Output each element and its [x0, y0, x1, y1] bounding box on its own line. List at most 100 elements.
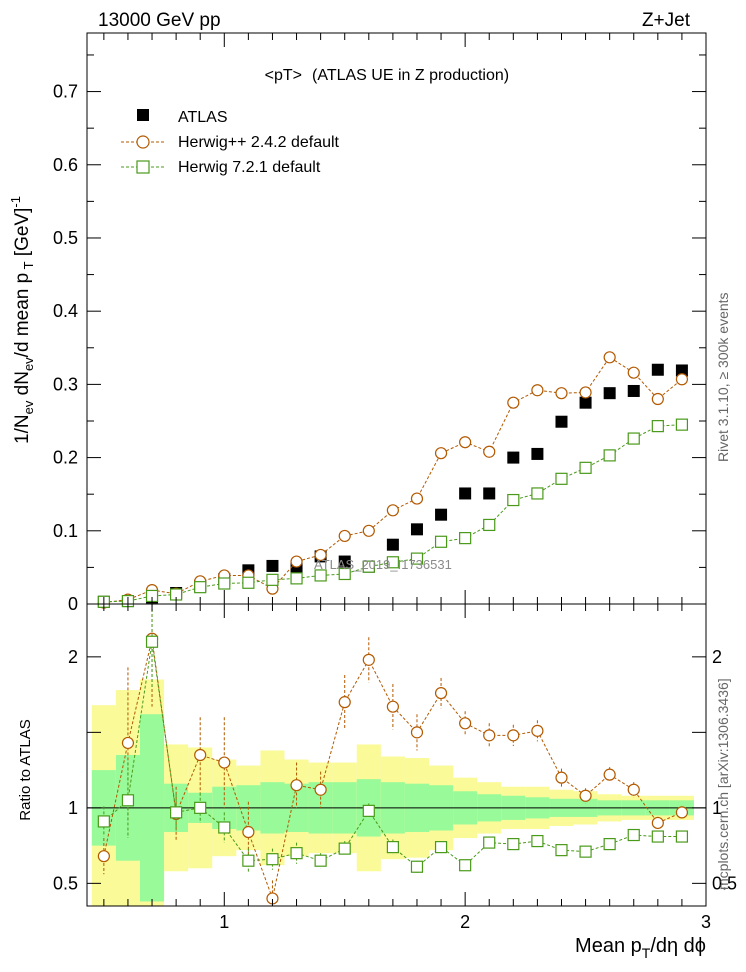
data-point-herwig7	[266, 573, 279, 586]
data-point-herwig7	[290, 572, 303, 585]
ratio-point-herwig7	[170, 806, 183, 819]
ratio-point-herwigpp	[507, 729, 520, 742]
ratio-y-tick-label-right: 0.5	[712, 873, 737, 893]
legend-marker-herwig7	[136, 160, 150, 174]
ratio-point-herwig7	[314, 854, 327, 867]
ratio-point-herwig7	[434, 841, 448, 854]
site-note: mcplots.cern.ch [arXiv:1306.3436]	[715, 678, 731, 890]
ratio-point-herwig7	[266, 853, 279, 866]
data-point-atlas	[531, 447, 544, 460]
data-point-atlas	[555, 415, 568, 428]
ratio-point-herwig7	[194, 801, 207, 814]
ratio-point-herwigpp	[410, 726, 424, 739]
ratio-point-herwig7	[386, 841, 399, 854]
ratio-point-herwig7	[579, 845, 592, 858]
data-point-herwigpp	[675, 373, 689, 386]
ratio-y-tick-label: 0.5	[53, 873, 78, 893]
ratio-point-herwigpp	[362, 653, 375, 666]
data-point-herwigpp	[386, 504, 399, 517]
ratio-point-herwigpp	[459, 717, 472, 730]
process-label: Z+Jet	[642, 10, 691, 31]
ratio-point-herwigpp	[121, 736, 135, 750]
ratio-point-herwigpp	[579, 789, 592, 802]
data-point-atlas	[627, 384, 640, 397]
data-point-herwig7	[507, 493, 520, 507]
data-point-herwigpp	[338, 529, 351, 543]
data-point-herwigpp	[290, 555, 303, 568]
ratio-point-herwig7	[97, 815, 110, 828]
data-point-herwigpp	[434, 447, 448, 460]
ratio-point-herwig7	[121, 794, 135, 807]
ratio-point-herwigpp	[434, 686, 448, 700]
data-point-atlas	[579, 396, 592, 409]
ratio-point-herwigpp	[242, 825, 255, 839]
ratio-y-tick-label: 1	[68, 798, 78, 818]
ratio-point-herwigpp	[483, 729, 496, 742]
ratio-point-herwigpp	[218, 756, 231, 769]
ratio-point-herwigpp	[675, 806, 689, 819]
ratio-point-herwig7	[675, 830, 689, 843]
ratio-point-herwigpp	[314, 783, 327, 796]
y-tick-label: 0.4	[53, 301, 78, 321]
chart-axes: 1 2 3 0 0.1 0.2 0.3 0.4 0.5 0.6 0.7 0.5 0.5 1 1 2 2	[53, 32, 737, 932]
data-point-atlas	[483, 487, 496, 500]
ratio-point-herwig7	[410, 860, 424, 873]
data-point-atlas	[651, 363, 664, 376]
ratio-point-herwig7	[627, 828, 640, 842]
data-point-herwig7	[314, 569, 327, 582]
energy-label: 13000 GeV pp	[98, 10, 221, 31]
data-point-herwig7	[242, 576, 255, 589]
y-tick-label: 0	[68, 594, 78, 614]
data-point-atlas	[410, 523, 423, 536]
ratio-point-herwig7	[507, 837, 520, 851]
ratio-point-herwigpp	[338, 696, 351, 709]
data-point-herwig7	[362, 560, 375, 573]
ratio-point-herwigpp	[386, 700, 399, 713]
data-point-herwigpp	[651, 392, 664, 406]
data-point-herwigpp	[555, 387, 568, 400]
data-point-herwig7	[410, 552, 424, 565]
ratio-point-herwig7	[555, 844, 568, 857]
data-point-herwig7	[675, 418, 689, 431]
data-point-herwig7	[338, 567, 351, 581]
data-point-atlas	[675, 364, 688, 377]
ratio-point-herwigpp	[97, 850, 110, 863]
data-point-herwig7	[386, 556, 399, 569]
data-point-herwigpp	[579, 386, 592, 399]
data-point-herwigpp	[314, 548, 327, 562]
ratio-point-herwigpp	[651, 816, 664, 830]
data-point-herwig7	[651, 420, 664, 433]
legend: ATLAS Herwig++ 2.4.2 default Herwig 7.2.…	[121, 109, 340, 176]
legend-marker-atlas	[137, 109, 149, 121]
ratio-point-herwig7	[242, 854, 255, 867]
data-point-atlas	[266, 559, 279, 572]
generator-note: Rivet 3.1.10, ≥ 300k events	[715, 292, 731, 462]
data-point-herwigpp	[531, 384, 544, 397]
data-point-herwig7	[627, 432, 640, 445]
legend-label-herwigpp: Herwig++ 2.4.2 default	[178, 134, 340, 151]
x-tick-label: 1	[219, 912, 229, 932]
ratio-point-herwig7	[459, 859, 472, 872]
data-point-atlas	[435, 508, 448, 521]
legend-marker-herwigpp	[136, 135, 150, 149]
data-point-herwigpp	[507, 396, 520, 409]
ratio-uncertainty-bands	[91, 679, 694, 906]
data-point-herwig7	[555, 472, 568, 485]
data-point-herwig7	[579, 461, 592, 474]
ratio-point-herwigpp	[531, 724, 544, 737]
y-tick-label: 0.2	[53, 448, 78, 468]
data-point-herwigpp	[627, 366, 640, 379]
x-tick-label: 3	[701, 912, 711, 932]
ratio-y-tick-label-right: 2	[712, 647, 722, 667]
x-axis-label: Mean pT/dη dϕ	[575, 935, 706, 961]
ratio-point-herwig7	[338, 842, 351, 855]
ratio-y-axis-label: Ratio to ATLAS	[17, 719, 34, 820]
ratio-point-herwig7	[531, 834, 544, 848]
analysis-watermark: ATLAS_2019_I1736531	[314, 557, 452, 572]
data-point-herwigpp	[483, 445, 496, 458]
data-point-herwigpp	[362, 524, 375, 537]
ratio-panel-frame	[86, 603, 707, 907]
data-point-herwigpp	[459, 436, 472, 449]
x-tick-label: 2	[460, 912, 470, 932]
